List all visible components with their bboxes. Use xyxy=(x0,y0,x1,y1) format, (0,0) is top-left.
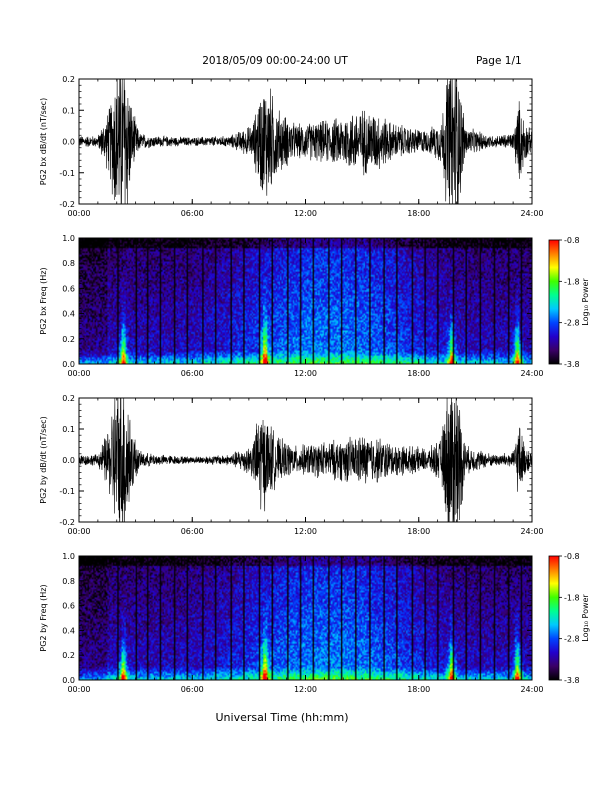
x-tick-label: 12:00 xyxy=(294,369,317,378)
colorbar-tick-label: -3.8 xyxy=(564,676,580,685)
y-tick-label: 0.1 xyxy=(62,106,75,115)
y-axis-label: PG2 bx Freq (Hz) xyxy=(39,267,48,334)
x-tick-label: 18:00 xyxy=(407,369,430,378)
y-tick-label: 1.0 xyxy=(62,552,75,561)
by-colorbar: -0.8 -1.8 -2.8 -3.8 Log₁₀ Power xyxy=(548,552,590,685)
y-tick-label: 0.0 xyxy=(62,676,75,685)
by-timeseries-panel: 00:00 06:00 12:00 18:00 24:00 0.2 0.1 0.0 -0.1 -0… xyxy=(39,394,544,536)
colorbar-tick-label: -3.8 xyxy=(564,360,580,369)
x-tick-label: 06:00 xyxy=(181,527,204,536)
y-tick-label: 0.0 xyxy=(62,138,75,147)
colorbar-scale xyxy=(548,239,560,365)
y-tick-label: 1.0 xyxy=(62,234,75,243)
colorbar-tick-label: -1.8 xyxy=(564,277,580,286)
series-line xyxy=(79,79,532,204)
x-tick-label: 24:00 xyxy=(520,369,543,378)
y-tick-label: -0.1 xyxy=(59,487,75,496)
x-tick-label: 00:00 xyxy=(67,209,90,218)
colorbar-label: Log₁₀ Power xyxy=(581,594,590,642)
y-axis-label: PG2 by dB/dt (nT/sec) xyxy=(39,416,48,503)
bx-colorbar: -0.8 -1.8 -2.8 -3.8 Log₁₀ Power xyxy=(548,236,590,369)
y-tick-label: 0.2 xyxy=(62,394,75,403)
y-tick-label: 0.2 xyxy=(62,75,75,84)
bx-timeseries-panel: 00:00 06:00 12:00 18:00 24:00 0.2 0.1 0.0 -0.1 -0… xyxy=(39,75,544,218)
x-tick-label: 06:00 xyxy=(181,685,204,694)
x-tick-label: 12:00 xyxy=(294,527,317,536)
spectrogram-image xyxy=(79,556,532,680)
colorbar-tick-label: -1.8 xyxy=(564,593,580,602)
y-tick-label: 0.4 xyxy=(62,310,75,319)
x-tick-label: 24:00 xyxy=(520,685,543,694)
x-tick-label: 00:00 xyxy=(67,527,90,536)
y-tick-label: -0.2 xyxy=(59,200,75,209)
x-tick-label: 06:00 xyxy=(181,209,204,218)
x-tick-label: 18:00 xyxy=(407,527,430,536)
bx-spectrogram-panel: 00:00 06:00 12:00 18:00 24:00 1.0 0.8 0.6 0.4 0.2… xyxy=(39,234,544,378)
y-tick-label: 0.6 xyxy=(62,284,75,293)
x-tick-label: 18:00 xyxy=(407,685,430,694)
y-tick-label: -0.2 xyxy=(59,518,75,527)
x-tick-label: 00:00 xyxy=(67,369,90,378)
y-tick-label: 0.8 xyxy=(62,577,75,586)
y-tick-label: 0.2 xyxy=(62,335,75,344)
x-axis-label: Universal Time (hh:mm) xyxy=(216,711,349,724)
x-tick-label: 00:00 xyxy=(67,685,90,694)
x-tick-label: 06:00 xyxy=(181,369,204,378)
colorbar-tick-label: -0.8 xyxy=(564,236,580,245)
x-tick-label: 24:00 xyxy=(520,527,543,536)
y-tick-label: 0.1 xyxy=(62,425,75,434)
y-tick-label: 0.8 xyxy=(62,259,75,268)
page-number: Page 1/1 xyxy=(476,55,522,67)
colorbar-tick-label: -2.8 xyxy=(564,635,580,644)
y-tick-label: 0.6 xyxy=(62,602,75,611)
y-tick-label: 0.2 xyxy=(62,651,75,660)
spectrogram-image xyxy=(79,238,532,364)
x-tick-label: 12:00 xyxy=(294,209,317,218)
colorbar-scale xyxy=(548,555,560,681)
series-line xyxy=(79,398,532,522)
y-tick-label: 0.0 xyxy=(62,360,75,369)
by-spectrogram-panel: 00:00 06:00 12:00 18:00 24:00 1.0 0.8 0.6 0.4 0.2… xyxy=(39,552,544,694)
colorbar-label: Log₁₀ Power xyxy=(581,278,590,326)
x-tick-label: 24:00 xyxy=(520,209,543,218)
y-tick-label: 0.4 xyxy=(62,626,75,635)
y-tick-label: -0.1 xyxy=(59,169,75,178)
y-axis-label: PG2 bx dB/dt (nT/sec) xyxy=(39,98,48,185)
x-tick-label: 18:00 xyxy=(407,209,430,218)
colorbar-tick-label: -2.8 xyxy=(564,319,580,328)
y-axis-label: PG2 by Freq (Hz) xyxy=(39,584,48,651)
x-tick-label: 12:00 xyxy=(294,685,317,694)
page-title: 2018/05/09 00:00-24:00 UT xyxy=(202,55,348,67)
colorbar-tick-label: -0.8 xyxy=(564,552,580,561)
y-tick-label: 0.0 xyxy=(62,456,75,465)
